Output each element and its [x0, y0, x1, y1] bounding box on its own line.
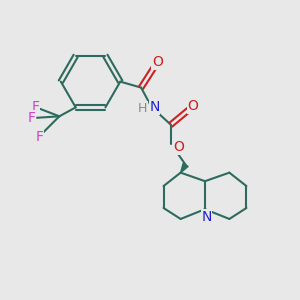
Polygon shape [181, 163, 188, 172]
Text: F: F [35, 130, 44, 144]
Text: H: H [138, 102, 147, 115]
Text: O: O [152, 55, 163, 69]
Text: N: N [149, 100, 160, 114]
Text: O: O [188, 99, 199, 113]
Text: O: O [173, 140, 184, 154]
Text: F: F [28, 111, 36, 125]
Text: F: F [32, 100, 40, 114]
Text: N: N [201, 210, 212, 224]
